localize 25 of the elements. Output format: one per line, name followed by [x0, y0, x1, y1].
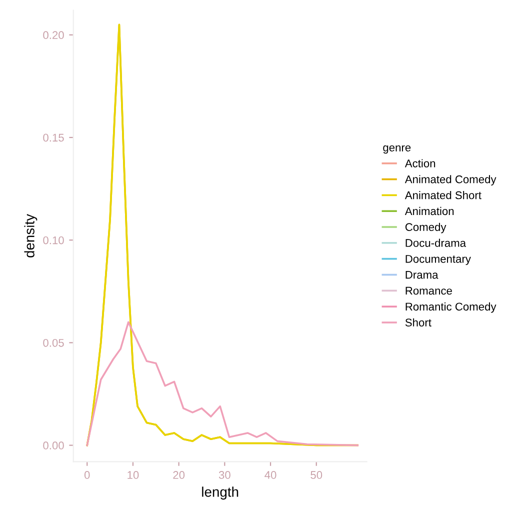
legend-label: Docu-drama: [406, 238, 466, 247]
legend-label: Animated Comedy: [404, 175, 496, 186]
x-tick-label: 20: [173, 471, 185, 479]
y-tick-label: 0.15: [43, 134, 64, 142]
x-tick-label: 0: [84, 471, 90, 479]
x-tick-label: 10: [128, 471, 139, 479]
x-tick-label: 50: [310, 471, 322, 479]
y-tick-label: 0.05: [43, 338, 64, 347]
x-tick-label: 30: [218, 471, 230, 479]
legend-label: Romance: [406, 286, 452, 295]
x-tick-label: 40: [264, 471, 276, 479]
legend-label: Animated Short: [404, 191, 482, 200]
y-axis-title: density: [24, 214, 38, 258]
legend-title: genre: [383, 145, 411, 154]
legend-label: Documentary: [406, 255, 471, 266]
legend-label: Romantic Comedy: [406, 302, 496, 313]
y-tick-label: 0.00: [43, 442, 64, 450]
legend-label: Short: [405, 318, 432, 326]
legend-label: Comedy: [405, 222, 446, 234]
legend-label: Animation: [404, 206, 454, 216]
y-tick-label: 0.10: [43, 236, 64, 244]
legend-label: Action: [404, 159, 436, 168]
x-axis-title: length: [202, 486, 238, 500]
legend-label: Drama: [406, 270, 438, 279]
y-tick-label: 0.20: [43, 31, 64, 40]
